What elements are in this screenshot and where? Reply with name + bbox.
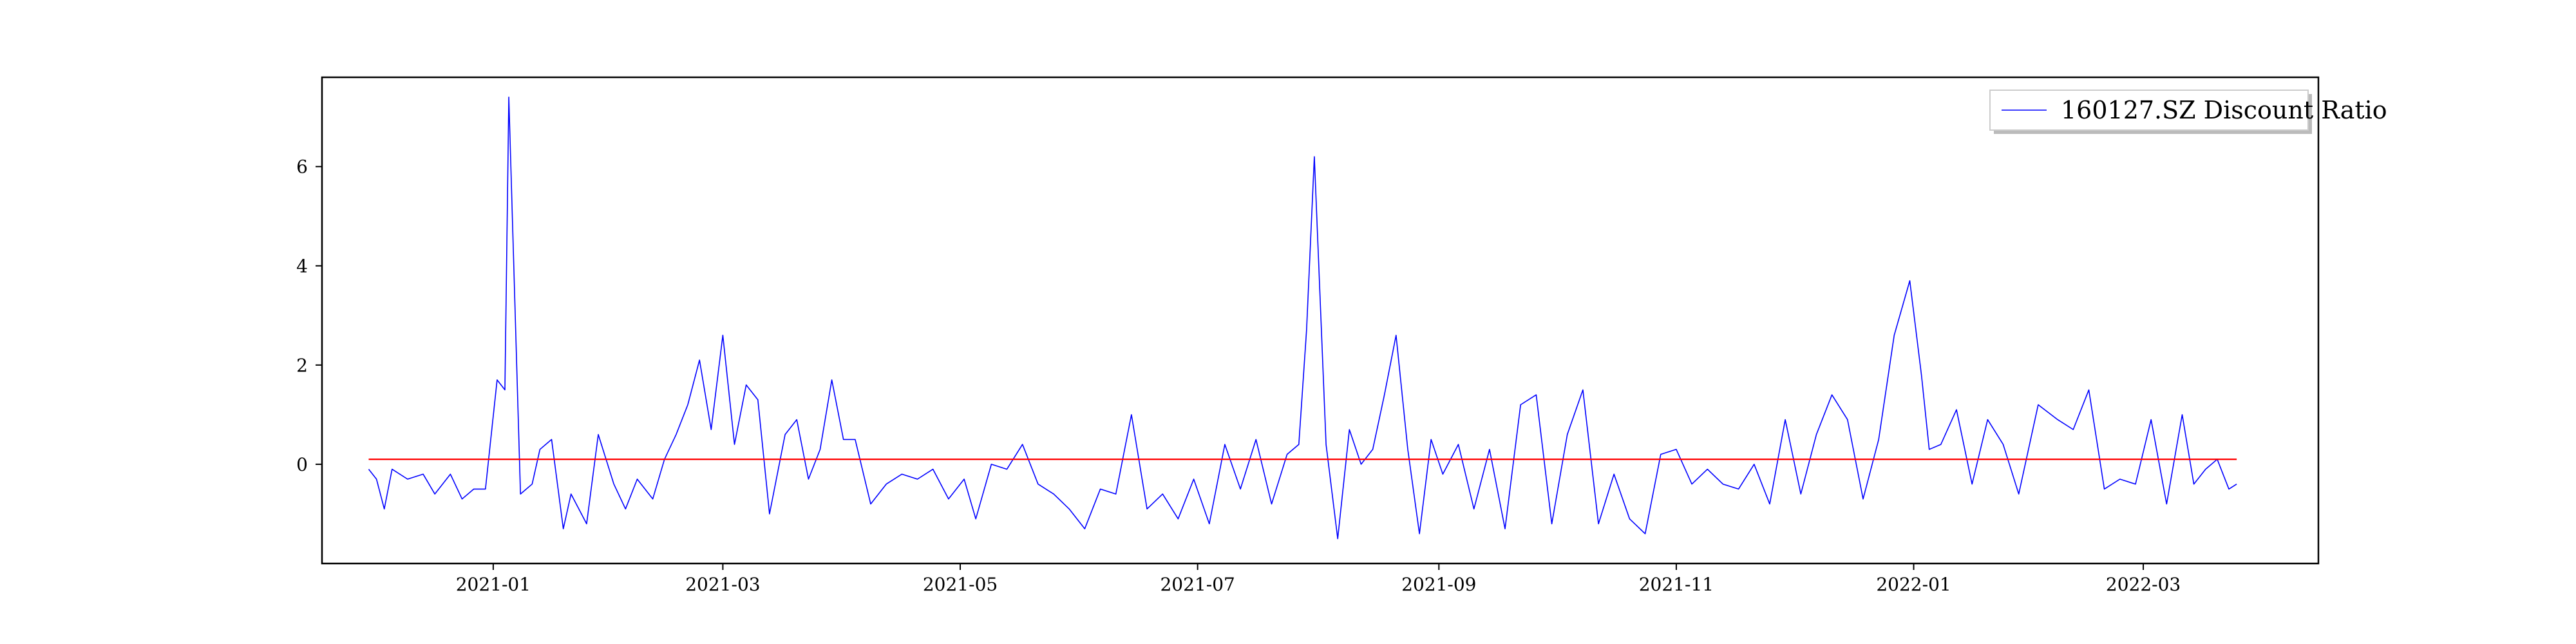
- x-tick-label: 2021-03: [685, 574, 760, 595]
- x-tick-label: 2022-01: [1876, 574, 1951, 595]
- x-tick-label: 2021-09: [1401, 574, 1476, 595]
- series-layer: [368, 97, 2237, 540]
- x-tick-label: 2021-01: [456, 574, 531, 595]
- axes-frame: [321, 76, 2320, 565]
- legend: 160127.SZ Discount Ratio: [1989, 90, 2387, 134]
- series-line-discount-ratio: [368, 97, 2237, 540]
- y-axis: 0 2 4 6: [296, 156, 322, 475]
- x-axis: 2021-01 2021-03 2021-05 2021-07 2021-09 2021-…: [456, 564, 2181, 595]
- x-tick-label: 2021-07: [1160, 574, 1235, 595]
- y-tick-label: 0: [296, 454, 308, 475]
- x-tick-label: 2021-05: [923, 574, 998, 595]
- legend-label: 160127.SZ Discount Ratio: [2061, 96, 2387, 124]
- plot-area: [321, 76, 2320, 565]
- y-tick-label: 6: [296, 156, 308, 178]
- y-tick-label: 2: [296, 355, 308, 376]
- y-tick-label: 4: [296, 256, 308, 277]
- x-tick-label: 2021-11: [1639, 574, 1714, 595]
- x-tick-label: 2022-03: [2106, 574, 2181, 595]
